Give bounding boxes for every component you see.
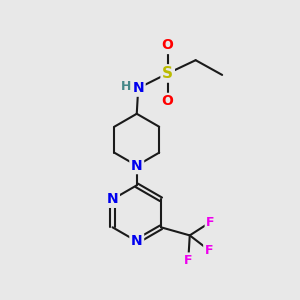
Text: F: F (184, 254, 193, 267)
Text: N: N (132, 81, 144, 95)
Text: N: N (107, 192, 118, 206)
Text: N: N (131, 234, 142, 248)
Text: F: F (206, 216, 214, 229)
Text: N: N (131, 159, 142, 172)
Text: F: F (205, 244, 213, 256)
Text: O: O (162, 38, 174, 52)
Text: H: H (121, 80, 131, 94)
Text: S: S (162, 66, 173, 81)
Text: O: O (162, 94, 174, 108)
